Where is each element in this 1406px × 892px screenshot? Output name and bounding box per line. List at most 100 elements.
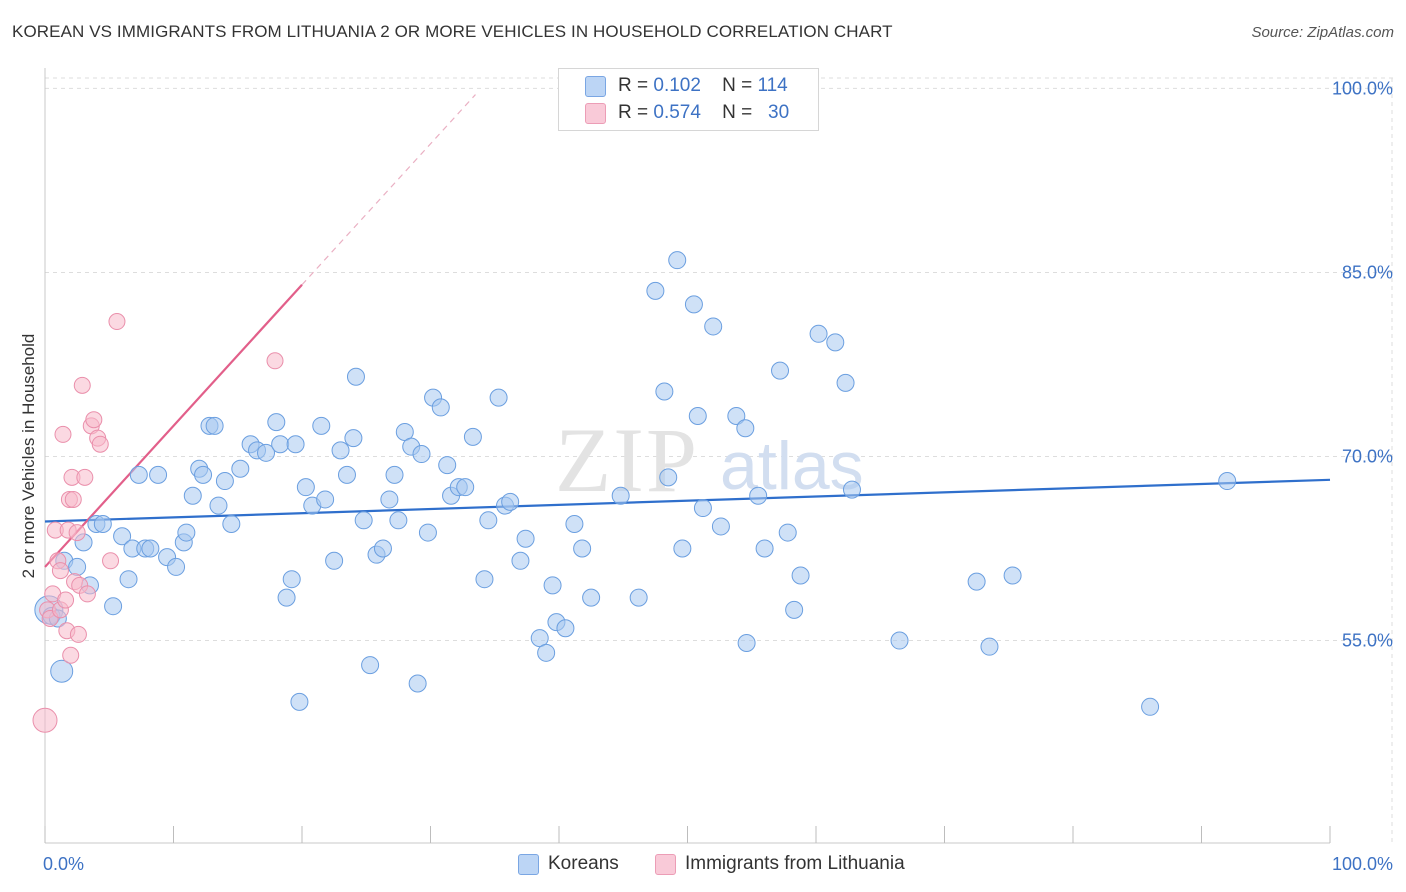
korean-point — [582, 588, 601, 607]
korean-point — [267, 413, 286, 432]
korean-point — [141, 539, 160, 558]
korean-point — [755, 539, 774, 558]
korean-point — [646, 281, 665, 300]
korean-point — [389, 511, 408, 530]
korean-point — [438, 456, 457, 475]
legend-n-value: 114 — [757, 75, 788, 96]
korean-point — [412, 445, 431, 464]
korean-point — [668, 251, 687, 270]
source-credit: Source: ZipAtlas.com — [1251, 24, 1394, 41]
lithuania-swatch — [655, 854, 676, 875]
stats-legend: R = 0.102 N = 114 R = 0.574 N = 30 — [558, 68, 819, 131]
korean-point — [282, 570, 301, 589]
korean-point — [361, 656, 380, 675]
korean-point — [611, 486, 630, 505]
korean-point — [346, 367, 365, 386]
data-points — [32, 251, 1237, 733]
korean-point — [271, 435, 290, 454]
korean-point — [556, 619, 575, 638]
korean-point — [194, 465, 213, 484]
korean-point — [826, 333, 845, 352]
korean-point — [809, 324, 828, 343]
korean-point — [380, 490, 399, 509]
lithuania-point — [108, 313, 126, 331]
korean-point — [684, 295, 703, 314]
korean-point — [736, 419, 755, 438]
lithuania-point — [73, 376, 91, 394]
lithuania-point — [69, 625, 87, 643]
korean-point — [312, 416, 331, 435]
lithuania-point — [68, 524, 86, 542]
korean-point — [344, 429, 363, 448]
korean-point — [543, 576, 562, 595]
korean-point — [286, 435, 305, 454]
chart-title: KOREAN VS IMMIGRANTS FROM LITHUANIA 2 OR… — [12, 22, 893, 41]
korean-point — [257, 443, 276, 462]
korean-point — [431, 398, 450, 417]
x-tick-label: 100.0% — [1332, 854, 1393, 874]
korean-point — [104, 597, 123, 616]
korean-point — [967, 572, 986, 591]
lithuania-point — [266, 352, 284, 370]
korean-point — [215, 472, 234, 491]
korean-point — [688, 407, 707, 426]
lithuania-point — [51, 562, 69, 580]
korean-point — [113, 527, 132, 546]
korean-point — [1003, 566, 1022, 585]
korean-point — [489, 388, 508, 407]
korean-point — [331, 441, 350, 460]
korean-point — [290, 692, 309, 711]
legend-r-label: R = — [618, 102, 649, 123]
korean-point — [68, 557, 87, 576]
korean-point — [629, 588, 648, 607]
lithuania-trendline-extension — [301, 94, 476, 286]
korean-point — [209, 496, 228, 515]
korean-point — [149, 465, 168, 484]
korean-point — [704, 317, 723, 336]
korean-point — [673, 539, 692, 558]
korean-point — [277, 588, 296, 607]
lithuania-legend-label: Immigrants from Lithuania — [685, 853, 905, 874]
legend-n-label: N = — [722, 75, 753, 96]
korean-point — [711, 517, 730, 536]
korean-point — [418, 523, 437, 542]
legend-n-label: N = — [722, 102, 753, 123]
korean-point — [749, 486, 768, 505]
trendlines — [44, 94, 1331, 568]
lithuania-point — [32, 707, 58, 733]
korean-point — [129, 465, 148, 484]
x-tick-labels: 0.0% 100.0% — [43, 854, 1393, 874]
korean-point — [50, 659, 74, 683]
lithuania-point — [54, 425, 72, 443]
korean-point — [479, 511, 498, 530]
lithuania-point — [85, 411, 103, 429]
korean-point — [325, 551, 344, 570]
legend-r-value: 0.574 — [653, 102, 701, 123]
korean-point — [727, 407, 746, 426]
korean-point — [980, 637, 999, 656]
korean-point — [177, 523, 196, 542]
koreans-legend-label: Koreans — [548, 853, 619, 874]
lithuania-point — [57, 591, 75, 609]
korean-point — [463, 427, 482, 446]
korean-point — [337, 465, 356, 484]
korean-point — [771, 361, 790, 380]
lithuania-point — [91, 435, 109, 453]
korean-point — [385, 465, 404, 484]
korean-point — [408, 674, 427, 693]
korean-point — [511, 551, 530, 570]
korean-point — [354, 511, 373, 530]
lithuania-point — [76, 468, 94, 486]
legend-swatch-koreans — [585, 76, 606, 97]
korean-point — [836, 373, 855, 392]
korean-point — [501, 492, 520, 511]
y-tick-label: 55.0% — [1342, 631, 1393, 651]
korean-point — [785, 600, 804, 619]
watermark-atlas: atlas — [720, 428, 864, 504]
x-tick-label: 0.0% — [43, 854, 84, 874]
korean-point — [659, 468, 678, 487]
y-tick-label: 100.0% — [1332, 78, 1393, 98]
korean-point — [791, 566, 810, 585]
legend-n-value: 30 — [768, 102, 790, 123]
lithuania-point — [62, 646, 80, 664]
